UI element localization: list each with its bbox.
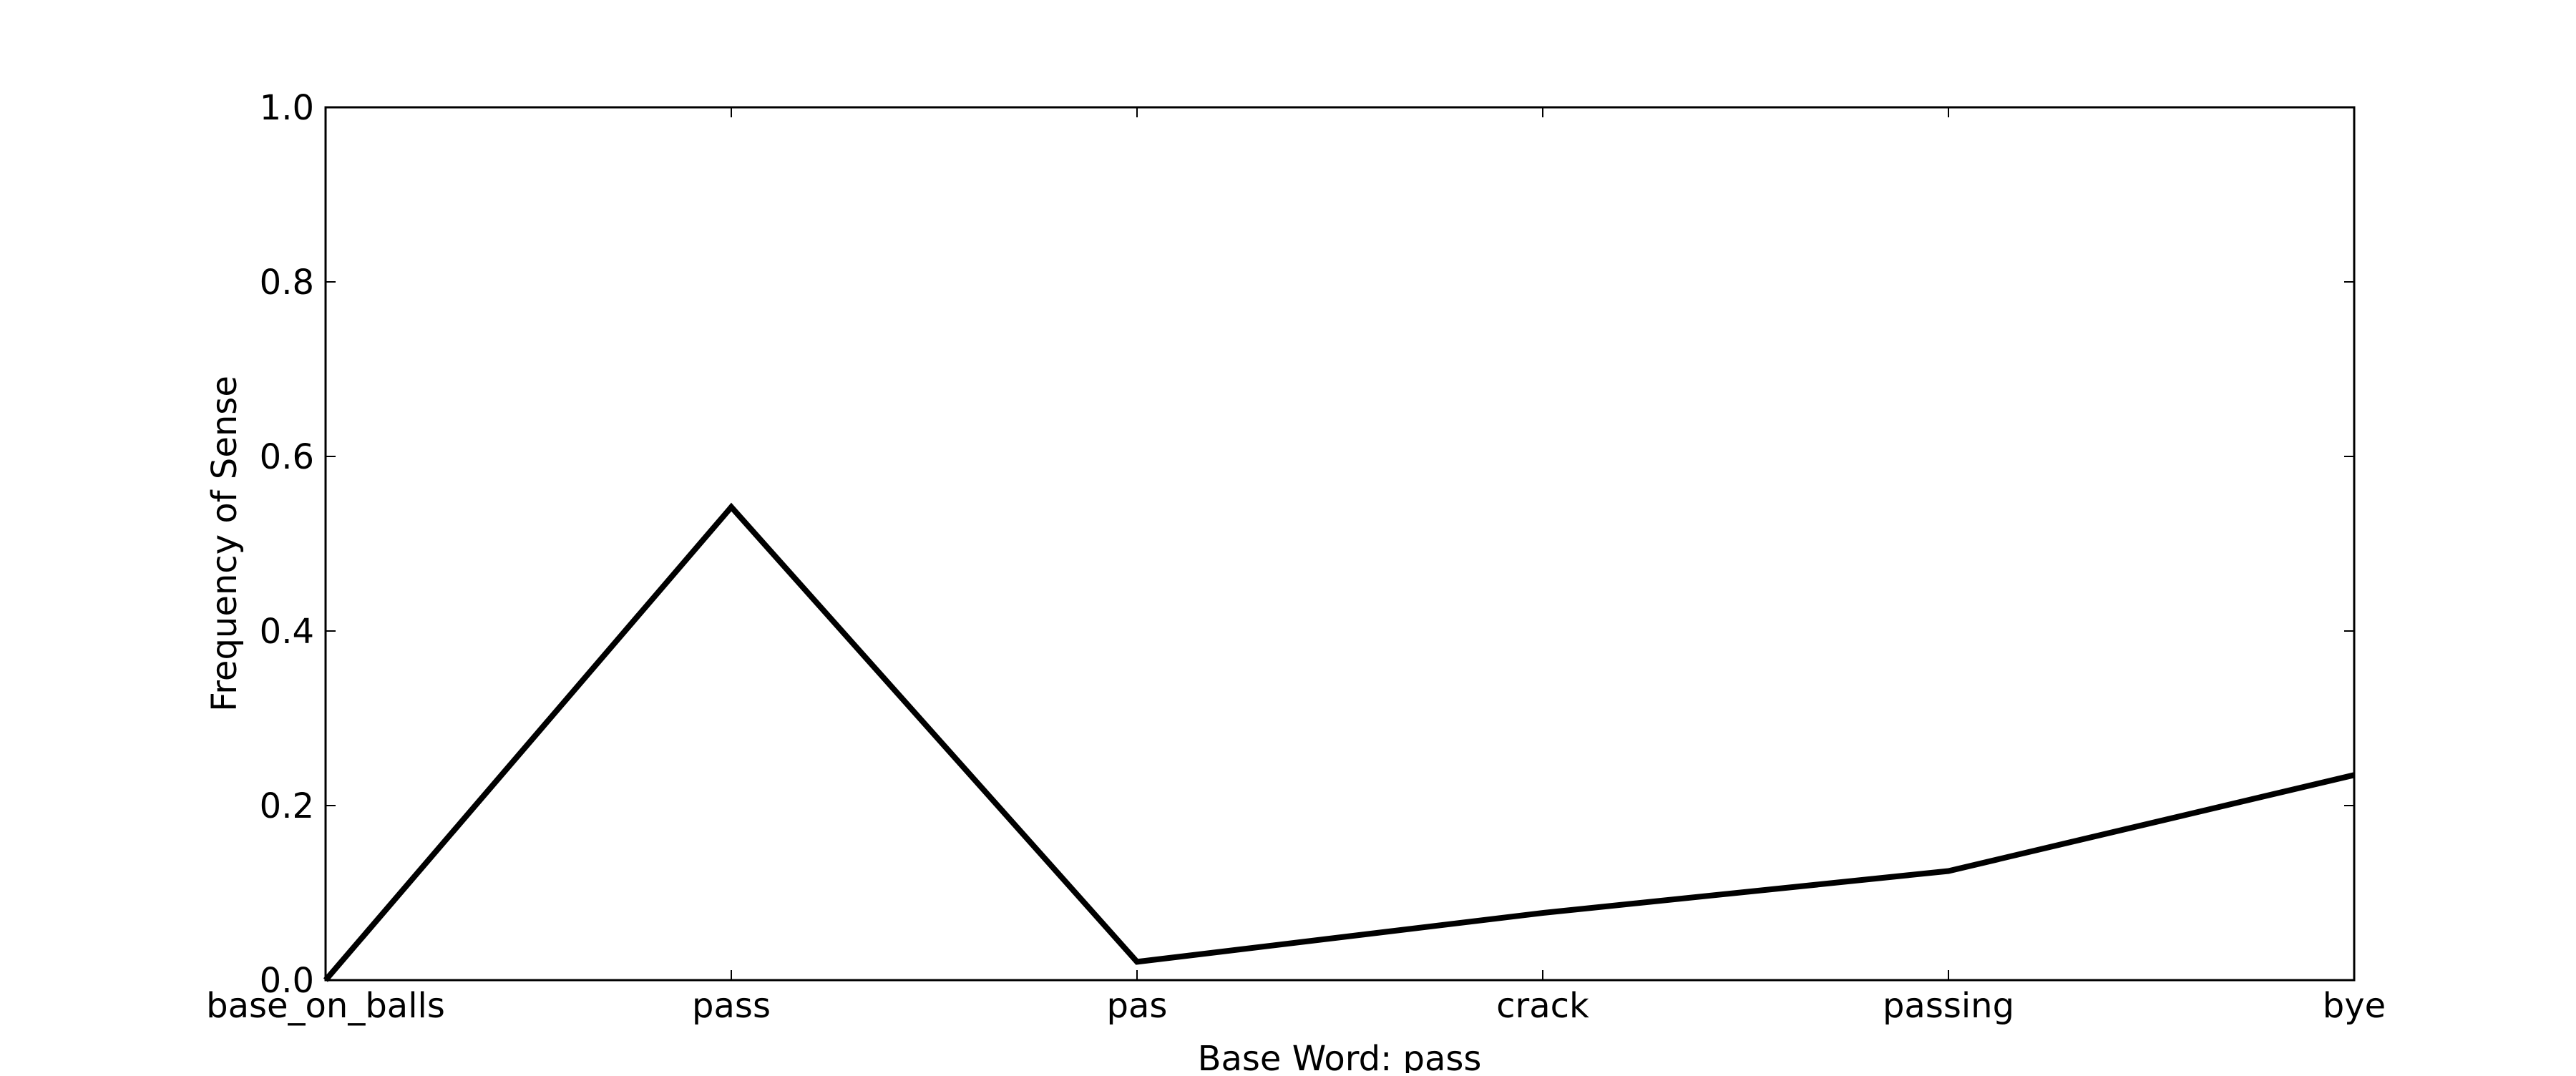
- series-line: [323, 502, 2355, 982]
- x-tick-label: passing: [1883, 986, 2014, 1026]
- x-tick-label: bye: [2323, 986, 2386, 1026]
- y-tick-label: 0.6: [260, 437, 314, 477]
- y-tick-label: 1.0: [260, 88, 314, 128]
- y-tick-label: 0.2: [260, 786, 314, 826]
- series-layer: [323, 502, 2355, 982]
- y-tick-label: 0.4: [260, 612, 314, 652]
- tick-label-layer: 0.0 0.2 0.4 0.6 0.8 1.0 base_on_balls pass pas cr…: [206, 88, 2386, 1026]
- x-axis-title: Base Word: pass: [1198, 1039, 1482, 1073]
- x-tick-label: pas: [1107, 986, 1168, 1026]
- x-tick-label: pass: [692, 986, 771, 1026]
- y-tick-label: 0.8: [260, 263, 314, 303]
- x-tick-label: crack: [1496, 986, 1589, 1026]
- x-tick-label: base_on_balls: [206, 986, 445, 1026]
- plot-frame: [324, 106, 2356, 982]
- y-axis-title: Frequency of Sense: [205, 376, 245, 712]
- y-tick-label: 0.0: [260, 961, 314, 1001]
